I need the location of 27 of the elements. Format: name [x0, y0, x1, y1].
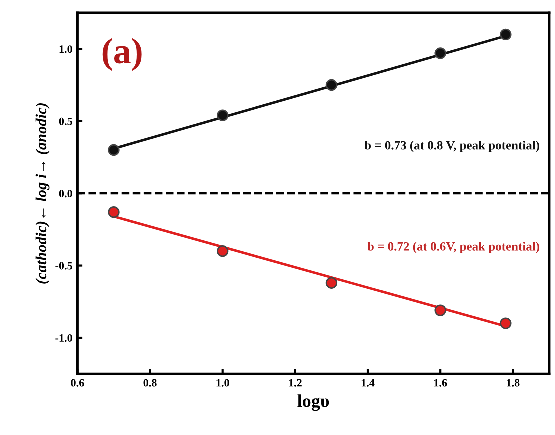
x-tick-label: 1.6: [434, 379, 448, 387]
x-tick-label: 1.0: [216, 379, 230, 387]
point: [108, 206, 120, 218]
point: [217, 246, 229, 258]
x-tick-label: 1.2: [289, 379, 302, 387]
annotation: (a): [102, 38, 142, 72]
point: [434, 48, 446, 60]
y-tick-label: 0.5: [59, 118, 72, 126]
x-tick-label: 0.8: [144, 379, 157, 387]
point: [108, 144, 120, 156]
x-tick-label: 1.4: [362, 379, 375, 387]
annotation: b = 0.73 (at 0.8 V, peak potential): [364, 140, 540, 152]
point: [326, 79, 338, 92]
y-tick-label: -1.0: [56, 334, 72, 342]
x-tick-label: 1.8: [507, 379, 520, 387]
point: [326, 277, 338, 289]
y-axis-title: (cathodic)← log i→ (anodic): [36, 104, 50, 284]
point: [500, 318, 512, 330]
point: [217, 110, 229, 122]
point: [500, 28, 512, 41]
x-axis-title: logυ: [298, 394, 330, 412]
point: [434, 304, 446, 316]
y-tick-label: 1.0: [60, 46, 72, 54]
annotation: b = 0.72 (at 0.6V, peak potential): [368, 242, 540, 254]
y-tick-label: 0.0: [59, 190, 72, 198]
y-tick-label: -0.5: [56, 262, 72, 270]
x-tick-label: 0.6: [71, 379, 84, 387]
